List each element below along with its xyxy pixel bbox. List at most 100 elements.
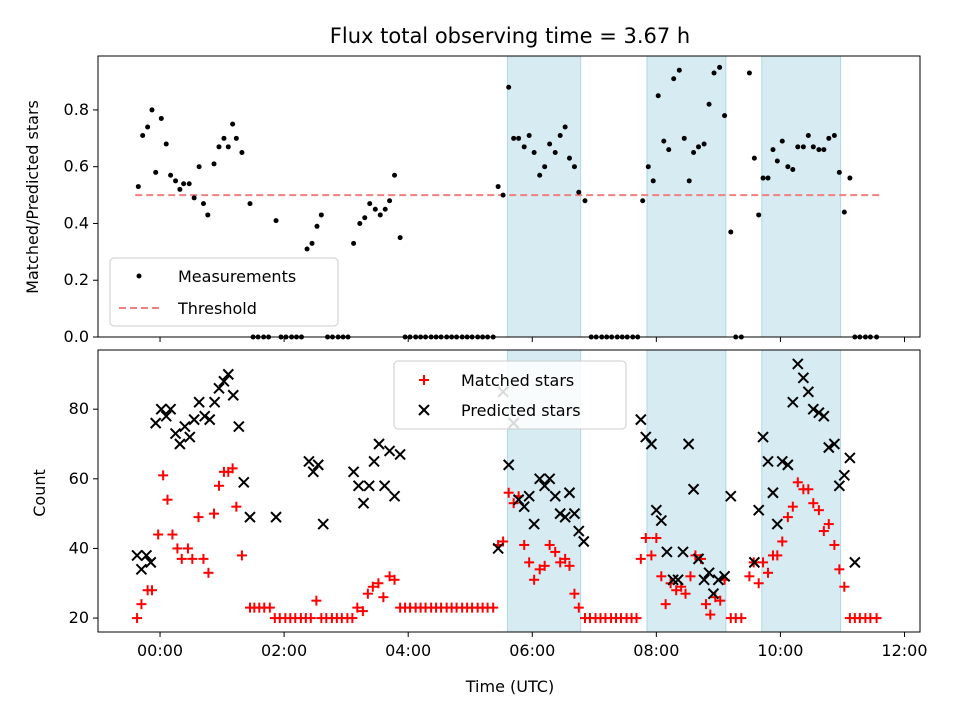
bottom-panel: 20 40 60 80 00:00 02:00 04:00 06:00 08:00 10:00 12… — [69, 349, 928, 660]
matched-star-point — [787, 501, 798, 512]
measurement-point — [500, 192, 506, 198]
predicted-star-stroke-b — [131, 549, 143, 562]
predicted-star-point — [303, 455, 315, 468]
top-ytick-label: 0.4 — [64, 213, 89, 232]
matched-star-point — [176, 553, 187, 564]
measurement-point — [650, 178, 656, 184]
predicted-star-stroke-b — [534, 473, 546, 485]
matched-star-point — [264, 602, 275, 613]
predicted-star-stroke-b — [227, 389, 239, 401]
measurement-point — [676, 67, 682, 73]
predicted-star-point — [767, 487, 779, 499]
measurement-point — [542, 164, 548, 170]
predicted-star-point — [687, 483, 700, 495]
predicted-star-stroke-b — [135, 563, 148, 576]
measurement-point — [552, 150, 558, 156]
predicted-star-stroke-b — [208, 396, 221, 408]
predicted-star-stroke-b — [818, 410, 830, 422]
predicted-star-stroke-b — [160, 410, 172, 422]
predicted-star-point — [368, 455, 380, 468]
predicted-star-stroke-b — [807, 403, 820, 415]
predicted-star-stroke-b — [179, 420, 191, 433]
predicted-star-point — [357, 497, 370, 509]
predicted-star-stroke-b — [707, 587, 720, 600]
predicted-star-stroke-b — [578, 535, 590, 548]
measurement-point — [196, 164, 202, 170]
predicted-star-point — [554, 507, 566, 520]
matched-star-point — [153, 529, 164, 540]
measurement-point — [756, 212, 762, 218]
matched-star-point — [803, 484, 814, 495]
matched-star-point — [560, 553, 571, 564]
measurement-point — [774, 158, 780, 164]
measurement-point — [516, 135, 522, 141]
bottom-axis-xlabel: Time (UTC) — [465, 677, 554, 696]
matched-star-point — [167, 529, 178, 540]
measurement-point — [521, 144, 527, 150]
bottom-legend-box — [393, 360, 627, 430]
matched-star-point — [231, 501, 242, 512]
predicted-star-stroke-b — [712, 574, 725, 586]
predicted-star-point — [213, 382, 225, 395]
predicted-star-point — [771, 518, 784, 530]
predicted-star-stroke-b — [145, 556, 157, 569]
predicted-star-stroke-b — [782, 459, 794, 471]
matched-star-point — [818, 526, 829, 537]
predicted-star-point — [184, 431, 196, 443]
predicted-star-stroke-b — [155, 403, 167, 415]
predicted-star-stroke-b — [573, 525, 585, 537]
predicted-star-stroke-b — [762, 455, 774, 468]
predicted-star-stroke-b — [677, 546, 689, 558]
matched-star-point — [839, 581, 850, 592]
predicted-star-stroke-b — [640, 431, 652, 443]
measurement-point — [526, 132, 532, 138]
predicted-star-point — [833, 480, 846, 492]
predicted-star-stroke-b — [757, 431, 769, 443]
predicted-star-stroke-b — [383, 445, 396, 457]
measurement-point — [239, 150, 245, 156]
measurement-point — [177, 186, 183, 192]
predicted-star-point — [203, 413, 216, 426]
matched-star-point — [236, 550, 247, 561]
top-legend: Measurements Threshold — [109, 257, 339, 327]
matched-star-point — [529, 574, 540, 585]
matched-star-point — [488, 602, 499, 613]
matched-star-point — [357, 606, 368, 617]
matched-star-point — [736, 613, 747, 624]
predicted-star-point — [698, 574, 710, 586]
measurement-point — [387, 198, 393, 204]
predicted-star-point — [131, 549, 143, 562]
measurement-point — [153, 169, 159, 175]
predicted-star-stroke-b — [645, 438, 658, 450]
measurement-point — [666, 147, 672, 153]
matched-star-point — [631, 613, 642, 624]
top-shaded-interval-0 — [506, 55, 582, 338]
matched-star-point — [753, 578, 764, 589]
measurement-point — [205, 212, 211, 218]
predicted-star-stroke-b — [828, 438, 841, 450]
predicted-star-stroke-b — [844, 452, 856, 464]
measurement-point — [397, 235, 403, 241]
predicted-star-point — [188, 413, 200, 426]
matched-star-point — [834, 564, 845, 575]
measurement-point — [717, 64, 723, 70]
predicted-star-stroke-b — [559, 511, 571, 523]
matched-star-point — [758, 557, 769, 568]
predicted-star-stroke-b — [363, 480, 375, 492]
matched-star-point — [700, 599, 711, 610]
predicted-star-stroke-b — [698, 574, 710, 586]
predicted-star-point — [528, 518, 540, 530]
predicted-star-point — [672, 574, 684, 586]
measurement-point — [770, 147, 776, 153]
matched-star-point — [705, 609, 716, 620]
predicted-star-point — [667, 574, 679, 586]
predicted-star-point — [538, 480, 551, 492]
measurement-point — [805, 132, 811, 138]
measurement-point — [790, 167, 796, 173]
predicted-star-point — [792, 358, 804, 370]
predicted-star-stroke-b — [549, 490, 561, 502]
predicted-star-point — [573, 525, 585, 537]
matched-star-point — [569, 588, 580, 599]
predicted-star-stroke-b — [568, 507, 581, 520]
predicted-star-stroke-b — [823, 441, 835, 454]
